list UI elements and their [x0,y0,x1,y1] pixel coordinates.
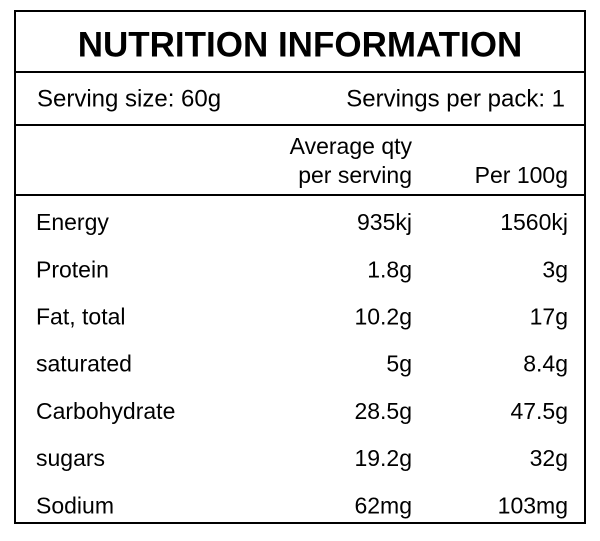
row-value: 28.5g [354,398,412,424]
row-label: Energy [36,209,109,235]
row-value: 32g [530,445,568,471]
row-value: 10.2g [354,303,412,329]
row-label: saturated [36,351,132,377]
row-label: Sodium [36,492,114,518]
row-value: 47.5g [510,398,568,424]
row-value: 1.8g [367,256,412,282]
row-label: Fat, total [36,303,125,329]
row-value: 103mg [498,492,568,518]
row-value: 1560kj [500,209,568,235]
row-label: Protein [36,256,109,282]
title: NUTRITION INFORMATION [78,25,523,64]
row-value: 17g [530,303,568,329]
column-header: Per 100g [475,162,568,188]
row-label: sugars [36,445,105,471]
serving-size: Serving size: 60g [37,85,221,112]
column-header: per serving [298,162,412,188]
row-value: 19.2g [354,445,412,471]
row-label: Carbohydrate [36,398,175,424]
row-value: 8.4g [523,351,568,377]
row-value: 935kj [357,209,412,235]
outer-border [14,10,586,524]
row-value: 3g [542,256,568,282]
servings-per-pack: Servings per pack: 1 [346,85,565,112]
row-value: 62mg [354,492,412,518]
column-header: Average qty [290,133,413,159]
row-value: 5g [386,351,412,377]
